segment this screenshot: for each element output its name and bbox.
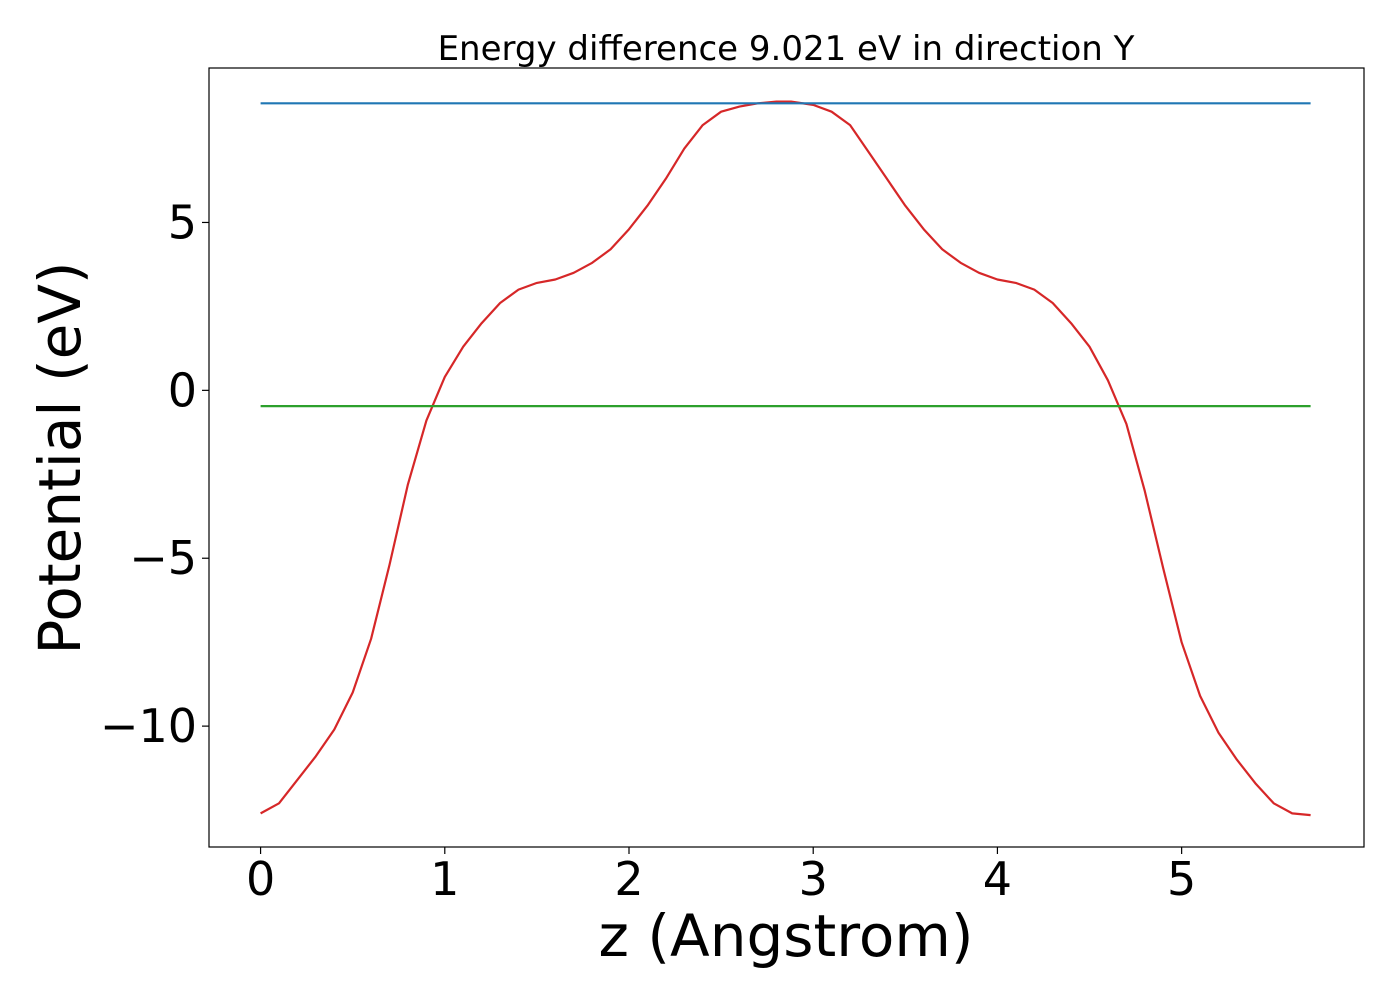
x-tick-label: 2 xyxy=(614,852,643,906)
x-axis-label: z (Angstrom) xyxy=(599,902,974,970)
series-line-0 xyxy=(260,100,1311,817)
y-tick-label: −5 xyxy=(129,531,197,585)
y-tick-label: 0 xyxy=(168,363,197,417)
axes-frame xyxy=(208,67,1365,848)
x-tick-label: 5 xyxy=(1167,852,1196,906)
x-tick-label: 1 xyxy=(430,852,459,906)
y-tick-label: 5 xyxy=(168,195,197,249)
x-tick-label: 4 xyxy=(983,852,1012,906)
plot-area xyxy=(260,100,1311,817)
x-tick-label: 3 xyxy=(799,852,828,906)
y-axis-label: Potential (eV) xyxy=(26,261,94,654)
axis-ticks: 0 1 2 3 4 5 −10 −5 0 5 xyxy=(100,195,1196,906)
y-tick-label: −10 xyxy=(100,699,197,753)
x-tick-label: 0 xyxy=(246,852,275,906)
chart-title: Energy difference 9.021 eV in direction … xyxy=(438,29,1135,69)
